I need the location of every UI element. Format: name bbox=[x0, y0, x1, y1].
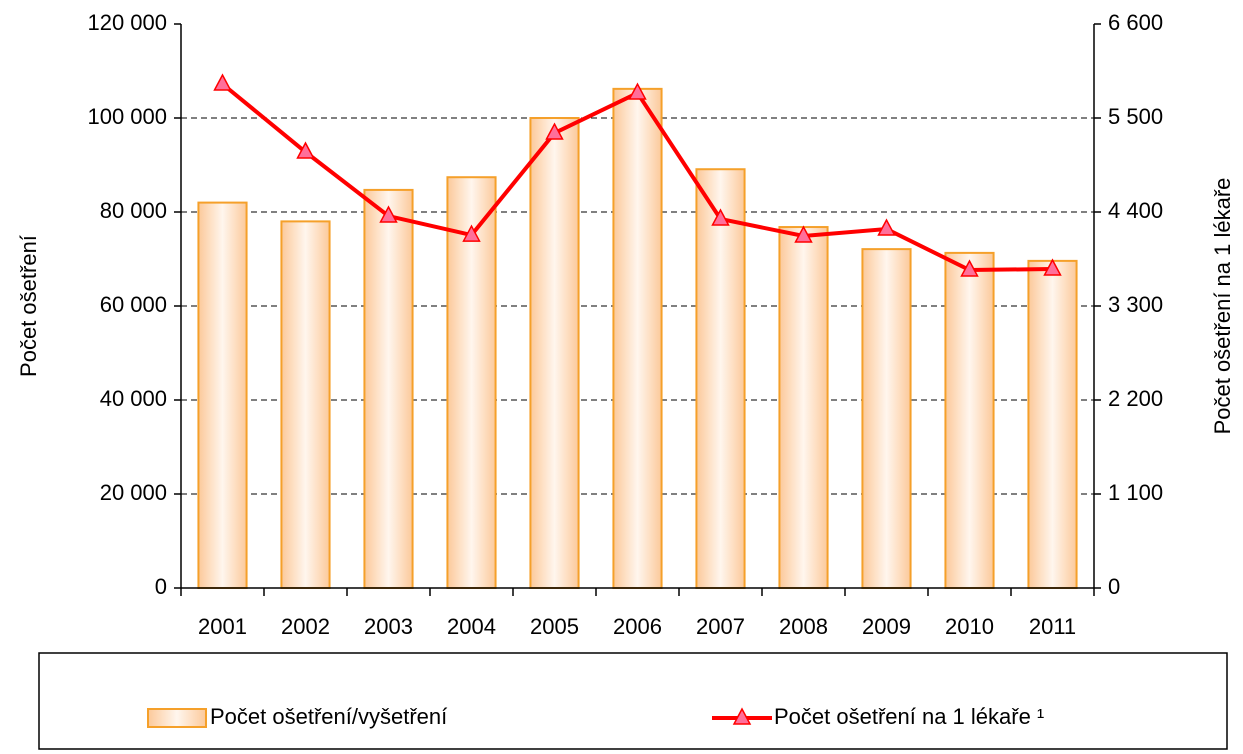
bar bbox=[944, 251, 995, 589]
legend-marker bbox=[732, 707, 752, 725]
legend-swatch bbox=[147, 708, 207, 728]
x-tick-label: 2001 bbox=[198, 614, 247, 639]
marker bbox=[1043, 258, 1062, 276]
legend-box bbox=[38, 652, 1228, 750]
x-tick-label: 2006 bbox=[613, 614, 662, 639]
x-tick-label: 2005 bbox=[530, 614, 579, 639]
x-tick-label: 2007 bbox=[696, 614, 745, 639]
x-tick-label: 2008 bbox=[779, 614, 828, 639]
bar bbox=[1027, 259, 1078, 589]
bar bbox=[363, 188, 414, 589]
y2-axis-label: Počet ošetření na 1 lékaře bbox=[1210, 178, 1235, 435]
marker bbox=[794, 225, 813, 243]
legend-label: Počet ošetření/vyšetření bbox=[210, 704, 447, 729]
x-tick-label: 2010 bbox=[945, 614, 994, 639]
y-tick-label: 0 bbox=[155, 574, 167, 599]
x-tick-label: 2009 bbox=[862, 614, 911, 639]
marker bbox=[462, 224, 481, 242]
bar bbox=[280, 220, 331, 589]
y2-tick-label: 3 300 bbox=[1108, 292, 1163, 317]
y-axis-label: Počet ošetření bbox=[16, 235, 41, 377]
y-tick-label: 20 000 bbox=[100, 480, 167, 505]
bar bbox=[197, 201, 248, 589]
marker bbox=[545, 122, 564, 140]
marker bbox=[213, 73, 232, 91]
bar bbox=[612, 87, 663, 590]
marker bbox=[711, 208, 730, 226]
marker bbox=[379, 205, 398, 223]
marker bbox=[628, 82, 647, 100]
marker bbox=[960, 259, 979, 277]
y2-tick-label: 4 400 bbox=[1108, 198, 1163, 223]
legend-label: Počet ošetření na 1 lékaře ¹ bbox=[774, 704, 1044, 729]
y2-tick-label: 0 bbox=[1108, 574, 1120, 599]
y-tick-label: 80 000 bbox=[100, 198, 167, 223]
x-tick-label: 2003 bbox=[364, 614, 413, 639]
y-tick-label: 120 000 bbox=[87, 10, 167, 35]
marker bbox=[877, 218, 896, 236]
bar bbox=[861, 248, 912, 589]
y-tick-label: 40 000 bbox=[100, 386, 167, 411]
x-tick-label: 2002 bbox=[281, 614, 330, 639]
y2-tick-label: 2 200 bbox=[1108, 386, 1163, 411]
bar bbox=[695, 168, 746, 589]
y2-tick-label: 5 500 bbox=[1108, 104, 1163, 129]
y-tick-label: 60 000 bbox=[100, 292, 167, 317]
bar bbox=[529, 117, 580, 589]
bar bbox=[778, 226, 829, 589]
y2-tick-label: 6 600 bbox=[1108, 10, 1163, 35]
x-tick-label: 2004 bbox=[447, 614, 496, 639]
y2-tick-label: 1 100 bbox=[1108, 480, 1163, 505]
y-tick-label: 100 000 bbox=[87, 104, 167, 129]
marker bbox=[296, 141, 315, 159]
x-tick-label: 2011 bbox=[1029, 614, 1076, 639]
